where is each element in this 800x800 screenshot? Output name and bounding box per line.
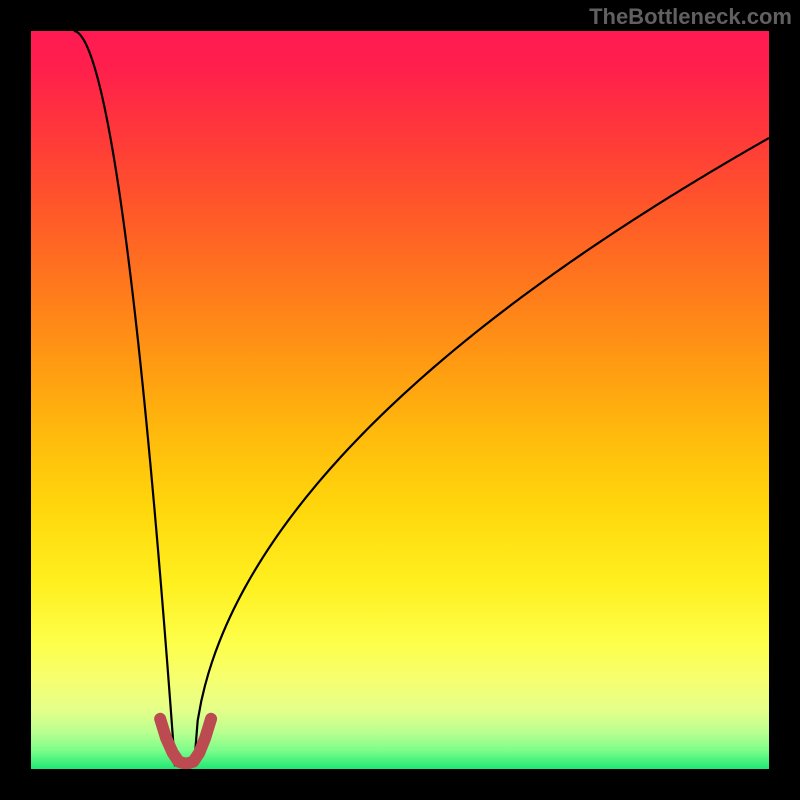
- plot-area: [31, 31, 769, 769]
- watermark-text: TheBottleneck.com: [589, 4, 792, 30]
- plot-svg: [31, 31, 769, 769]
- gradient-background: [31, 31, 769, 769]
- chart-container: TheBottleneck.com: [0, 0, 800, 800]
